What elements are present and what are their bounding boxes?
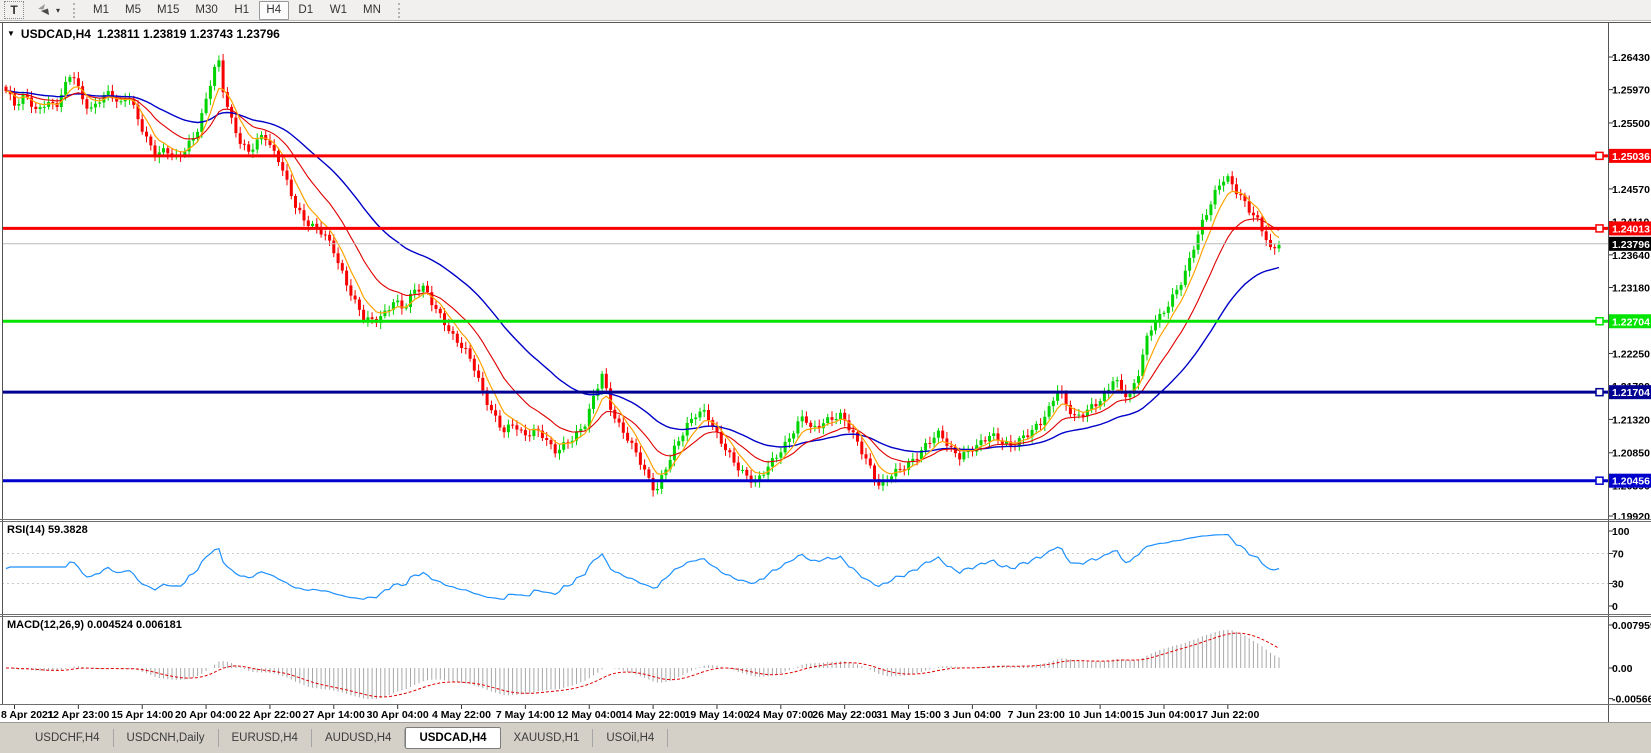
chart-tab-eurusd[interactable]: EURUSD,H4: [219, 729, 312, 747]
time-tick-label: 10 Jun 14:00: [1069, 709, 1132, 721]
time-tick-label: 3 Jun 04:00: [944, 709, 1001, 721]
chart-tab-usdchf[interactable]: USDCHF,H4: [22, 729, 114, 747]
time-tick-label: 22 Apr 22:00: [239, 709, 301, 721]
time-tick-label: 8 Apr 2021: [1, 709, 54, 721]
price-tick-label: 1.25500: [1612, 118, 1650, 130]
macd-signal-line: [6, 632, 1280, 698]
chart-ohlc-quote: 1.23811 1.23819 1.23743 1.23796: [96, 27, 280, 41]
timeframe-w1-button[interactable]: W1: [323, 1, 354, 20]
rsi-level-label: 100: [1612, 526, 1630, 538]
candles-group: [4, 54, 1281, 497]
price-tick-label: 1.24570: [1612, 184, 1650, 196]
timeframe-h1-button[interactable]: H1: [227, 1, 257, 20]
rsi-level-label: 70: [1612, 549, 1624, 561]
chart-tab-xauusd[interactable]: XAUUSD,H1: [501, 729, 594, 747]
chart-tab-usoil[interactable]: USOil,H4: [593, 729, 669, 747]
toolbar-separator: [397, 2, 401, 18]
timeframe-d1-button[interactable]: D1: [291, 1, 321, 20]
line-price-label: 1.20456: [1612, 476, 1650, 488]
support-resistance-line[interactable]: 1.21704: [2, 385, 1651, 400]
time-tick-label: 12 Apr 23:00: [47, 709, 109, 721]
chart-title: ▼ USDCAD,H4 1.23811 1.23819 1.23743 1.23…: [7, 27, 280, 41]
timeframe-toolbar: M1 M5 M15 M30 H1 H4 D1 W1 MN: [85, 0, 389, 20]
timeframe-m15-button[interactable]: M15: [150, 1, 186, 20]
line-price-label: 1.24013: [1612, 223, 1650, 235]
time-tick-label: 4 May 22:00: [432, 709, 491, 721]
panel-splitter[interactable]: [0, 519, 1651, 705]
rsi-level-label: 0: [1612, 601, 1618, 613]
chart-tab-usdcnh[interactable]: USDCNH,Daily: [114, 729, 219, 747]
macd-indicator-label: MACD(12,26,9) 0.004524 0.006181: [7, 619, 182, 631]
chart-symbol-period: USDCAD,H4: [20, 27, 91, 41]
time-tick-label: 17 Jun 22:00: [1196, 709, 1259, 721]
time-tick-label: 15 Jun 04:00: [1132, 709, 1195, 721]
time-tick-label: 31 May 15:00: [876, 709, 941, 721]
time-tick-label: 30 Apr 04:00: [367, 709, 429, 721]
price-tick-label: 1.23180: [1612, 282, 1650, 294]
time-tick-label: 7 May 14:00: [496, 709, 555, 721]
price-tick-label: 1.21320: [1612, 414, 1650, 426]
macd-scale-label: 0.00: [1612, 663, 1633, 675]
time-tick-label: 12 May 04:00: [557, 709, 622, 721]
time-tick-label: 15 Apr 14:00: [111, 709, 173, 721]
ma-fast-line: [5, 86, 1280, 475]
current-price-line: 1.23796: [2, 236, 1651, 251]
chart-tab-bar: USDCHF,H4 USDCNH,Daily EURUSD,H4 AUDUSD,H4 U…: [0, 722, 1651, 753]
rsi-level-label: 30: [1612, 579, 1624, 591]
time-tick-label: 27 Apr 14:00: [303, 709, 365, 721]
time-tick-label: 20 Apr 04:00: [175, 709, 237, 721]
chart-tab-audusd[interactable]: AUDUSD,H4: [312, 729, 406, 747]
macd-scale-label: 0.007959: [1612, 620, 1651, 632]
chart-tab-usdcad[interactable]: USDCAD,H4: [405, 727, 501, 749]
support-resistance-line[interactable]: 1.25036: [2, 148, 1651, 163]
rsi-indicator-label: RSI(14) 59.3828: [7, 524, 88, 536]
time-tick-label: 26 May 22:00: [812, 709, 877, 721]
price-axis-ticks: 1.264301.259701.255001.245701.241101.236…: [1609, 52, 1650, 523]
panel-borders: [0, 22, 1651, 722]
timeframe-h4-button[interactable]: H4: [258, 0, 289, 20]
price-tick-label: 1.22250: [1612, 348, 1650, 360]
line-price-label: 1.22704: [1612, 316, 1650, 328]
time-tick-label: 24 May 07:00: [748, 709, 813, 721]
cursor-arrows-icon: [38, 4, 49, 15]
rsi-axis: 100 70 30 0: [2, 526, 1630, 613]
support-resistance-line[interactable]: 1.22704: [2, 314, 1651, 329]
toolbar-separator: [73, 2, 76, 18]
chart-menu-triangle-icon[interactable]: ▼: [7, 29, 15, 38]
toolbar: T ▾ M1 M5 M15 M30 H1 H4 D1 W1 MN: [0, 0, 1651, 21]
price-tick-label: 1.26430: [1612, 52, 1650, 64]
cursor-mode-button[interactable]: ▾: [32, 0, 64, 20]
macd-axis: 0.007959 0.00 -0.005663: [1609, 620, 1651, 706]
line-price-label: 1.25036: [1612, 151, 1650, 163]
price-tick-label: 1.20850: [1612, 448, 1650, 460]
current-price-label: 1.23796: [1612, 239, 1650, 251]
price-tick-label: 1.23640: [1612, 250, 1650, 262]
support-resistance-line[interactable]: 1.24013: [2, 221, 1651, 236]
support-resistance-line[interactable]: 1.20456: [2, 473, 1651, 488]
dropdown-caret-icon: ▾: [56, 5, 61, 15]
time-tick-label: 7 Jun 23:00: [1008, 709, 1065, 721]
timeframe-m5-button[interactable]: M5: [118, 1, 148, 20]
macd-histogram: [9, 629, 1280, 699]
ma-mid-line: [5, 90, 1280, 463]
time-tick-label: 19 May 14:00: [685, 709, 750, 721]
text-tool-button[interactable]: T: [4, 1, 24, 19]
rsi-line: [5, 533, 1280, 600]
line-price-label: 1.21704: [1612, 387, 1650, 399]
macd-scale-label: -0.005663: [1612, 694, 1651, 706]
price-tick-label: 1.25970: [1612, 85, 1650, 97]
timeframe-m1-button[interactable]: M1: [86, 1, 116, 20]
timeframe-m30-button[interactable]: M30: [188, 1, 224, 20]
ma-slow-line: [5, 90, 1280, 453]
time-tick-label: 14 May 22:00: [621, 709, 686, 721]
timeframe-mn-button[interactable]: MN: [356, 1, 388, 20]
